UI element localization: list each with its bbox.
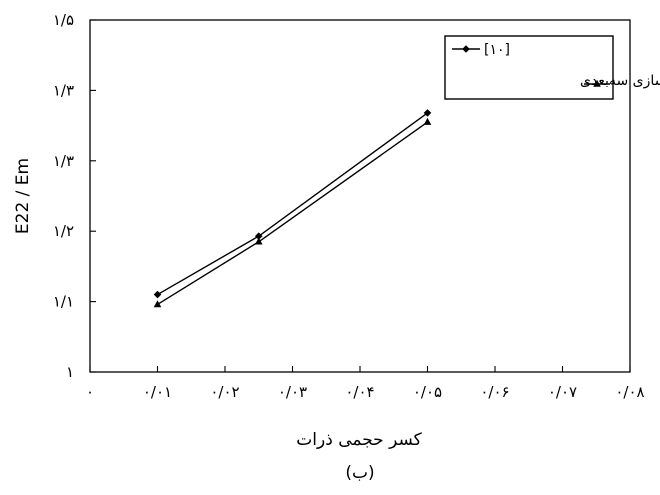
x-tick-label: ۰/۰۸ (615, 383, 644, 401)
series-1 (153, 109, 432, 299)
chart-subtitle: (ب) (345, 463, 374, 483)
y-tick-label: ۱/۳ (53, 152, 74, 170)
series-group (153, 109, 432, 308)
legend-item: [۱۰] (452, 42, 510, 58)
axis-ticks: ۰ ۰/۰۱ ۰/۰۲ ۰/۰۳ ۰/۰۴ ۰/۰۵ ۰/۰۶ ۰/۰۷ ۰/۰۸ ۱ ۱/۱ ۱/۲… (53, 11, 645, 401)
x-tick-label: ۰/۰۵ (413, 383, 442, 401)
series-line (157, 112, 428, 296)
x-axis-title: کسر حجمی ذرات (296, 430, 422, 450)
y-axis-title: E22 / Em (13, 158, 33, 234)
legend-label: [۱۰] (484, 42, 510, 58)
y-tick-label: ۱ (66, 363, 74, 381)
x-tick-label: ۰/۰۶ (480, 383, 509, 401)
series-point (423, 109, 432, 117)
legend-marker (593, 79, 601, 87)
x-tick-label: ۰/۰۴ (345, 383, 374, 401)
x-tick-label: ۰ (86, 383, 94, 401)
series-2 (153, 117, 432, 308)
legend-box (444, 35, 614, 100)
y-tick-label: ۱/۵ (53, 11, 74, 29)
series-point (153, 300, 162, 308)
series-point (423, 117, 432, 125)
legend-marker (462, 45, 470, 53)
y-tick-label: ۱/۳ (53, 81, 74, 99)
y-tick-label: ۱/۱ (53, 293, 74, 311)
x-tick-label: ۰/۰۲ (210, 383, 239, 401)
series-line (157, 121, 428, 306)
series-point (153, 290, 162, 299)
series-point (254, 232, 263, 240)
legend: [۱۰] شبیه‌سازی سه‌بعدی (444, 35, 660, 100)
y-tick-label: ۱/۲ (53, 222, 74, 240)
x-tick-label: ۰/۰۷ (548, 383, 577, 401)
x-tick-label: ۰/۰۱ (143, 383, 172, 401)
x-tick-label: ۰/۰۳ (278, 383, 307, 401)
series-point (254, 237, 263, 245)
legend-label: شبیه‌سازی سه‌بعدی (580, 73, 660, 89)
legend-item: شبیه‌سازی سه‌بعدی (580, 73, 660, 89)
